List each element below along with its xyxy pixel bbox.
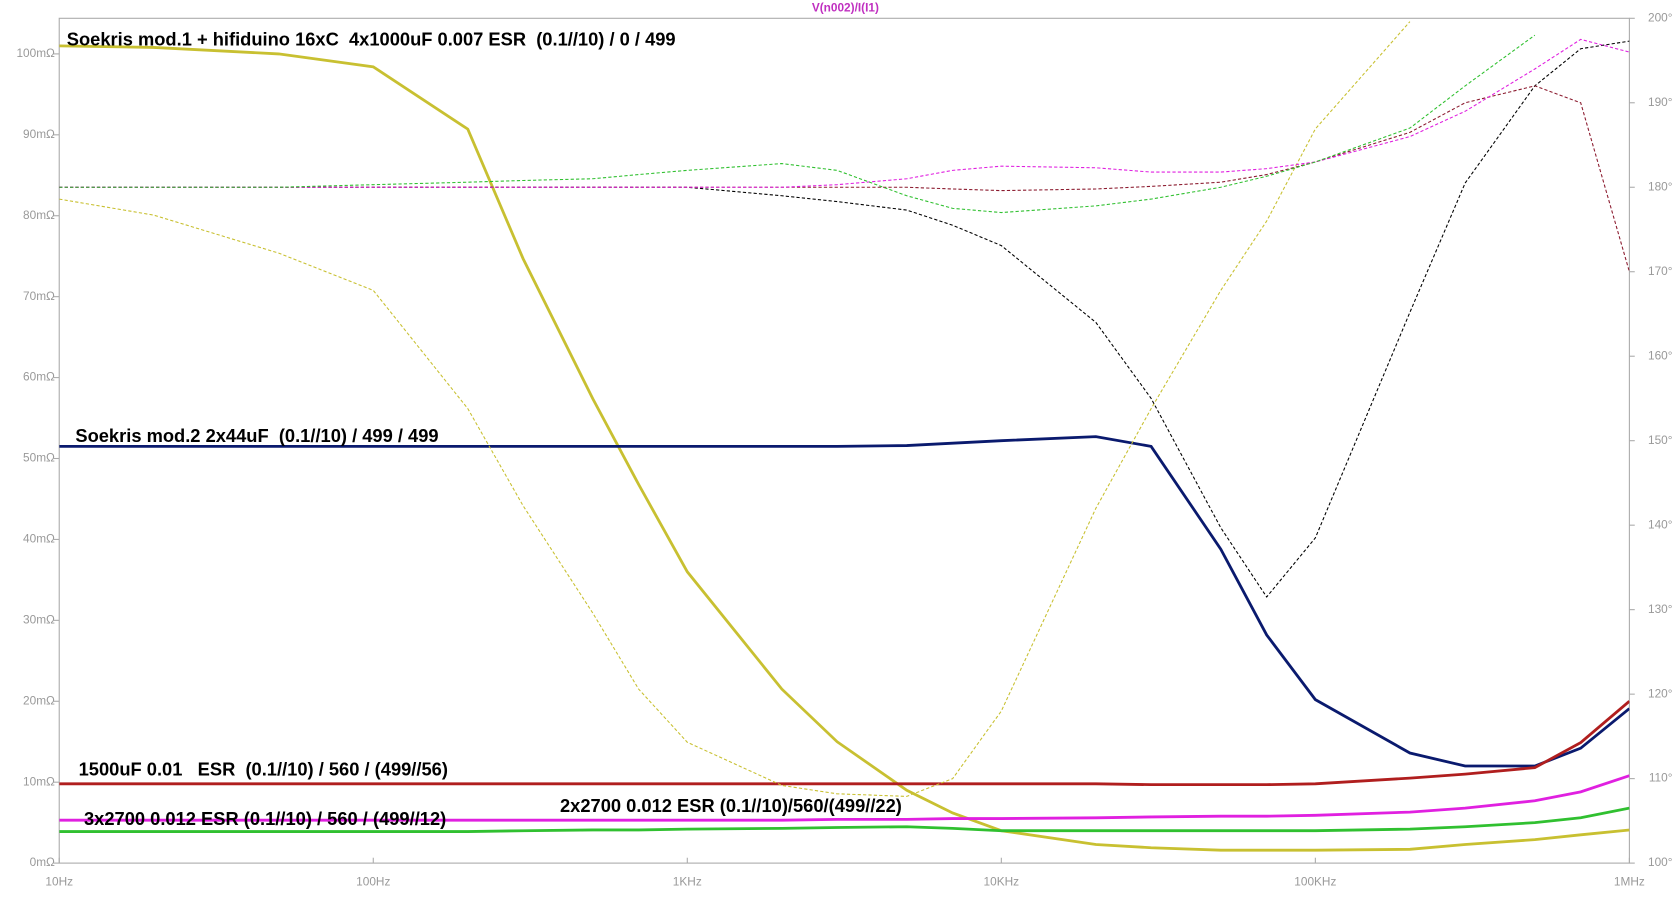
y2-tick-label: 100° xyxy=(1648,855,1673,869)
magnitude-line xyxy=(59,44,1630,852)
y2-tick-label: 130° xyxy=(1648,602,1673,616)
phase-line xyxy=(59,85,1630,272)
y2-tick-label: 150° xyxy=(1648,433,1673,447)
magnitude-line xyxy=(59,806,1630,833)
y-tick-label: 10mΩ xyxy=(23,774,55,788)
y-tick-label: 40mΩ xyxy=(23,532,55,546)
magnitude-line xyxy=(59,435,1630,768)
y-tick-label: 70mΩ xyxy=(23,289,55,303)
y-tick-label: 80mΩ xyxy=(23,208,55,222)
x-tick-label: 1MHz xyxy=(1614,875,1645,889)
y-tick-label: 20mΩ xyxy=(23,693,55,707)
phase-line xyxy=(59,38,1630,188)
x-tick-label: 1KHz xyxy=(673,875,702,889)
y-tick-label: 0mΩ xyxy=(30,855,55,869)
chart-title: V(n002)/I(I1) xyxy=(812,1,879,15)
magnitude-line xyxy=(59,700,1630,787)
y-tick-label: 90mΩ xyxy=(23,127,55,141)
y2-tick-label: 200° xyxy=(1648,10,1673,24)
y2-tick-label: 110° xyxy=(1649,771,1673,785)
x-tick-label: 10KHz xyxy=(984,875,1020,889)
y2-tick-label: 180° xyxy=(1648,179,1673,193)
y2-tick-label: 170° xyxy=(1648,264,1673,278)
y-tick-label: 50mΩ xyxy=(23,451,55,465)
y2-tick-label: 190° xyxy=(1648,95,1673,109)
phase-line xyxy=(59,34,1536,214)
series-label: Soekris mod.1 + hifiduino 16xC 4x1000uF … xyxy=(67,29,676,50)
y-tick-label: 100mΩ xyxy=(16,46,55,60)
y2-tick-label: 160° xyxy=(1648,348,1673,362)
phase-line xyxy=(59,40,1630,598)
phase-line xyxy=(59,21,1411,797)
x-tick-label: 10Hz xyxy=(45,875,73,889)
series-label: 3x2700 0.012 ESR (0.1//10) / 560 / (499/… xyxy=(84,808,446,829)
y-tick-label: 30mΩ xyxy=(23,612,55,626)
series-label: Soekris mod.2 2x44uF (0.1//10) / 499 / 4… xyxy=(75,425,438,446)
series-label: 1500uF 0.01 ESR (0.1//10) / 560 / (499//… xyxy=(79,758,448,779)
x-tick-label: 100KHz xyxy=(1294,875,1336,889)
plot-area xyxy=(59,21,1630,852)
y2-tick-label: 140° xyxy=(1648,517,1673,531)
magnitude-line xyxy=(59,774,1630,822)
y-tick-label: 60mΩ xyxy=(23,370,55,384)
y2-tick-label: 120° xyxy=(1648,686,1673,700)
series-label: 2x2700 0.012 ESR (0.1//10)/560/(499//22) xyxy=(560,795,902,816)
x-tick-label: 100Hz xyxy=(356,875,390,889)
